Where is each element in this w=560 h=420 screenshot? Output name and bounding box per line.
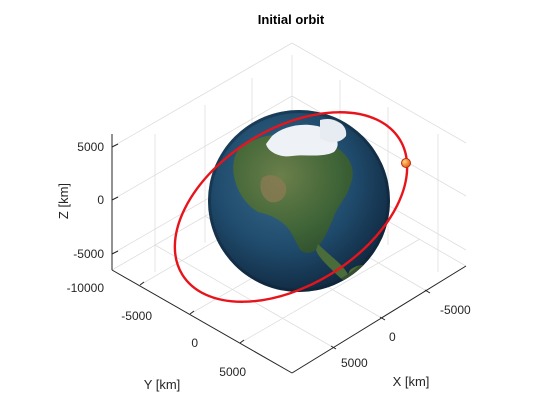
z-tick-label: 0: [97, 193, 104, 207]
x-axis-label: X [km]: [393, 374, 430, 389]
central-america-land: [316, 244, 350, 284]
orbit-path: [173, 111, 409, 303]
tick-marks: [111, 143, 431, 350]
x-tick-label: -5000: [440, 303, 471, 317]
z-axis-label: Z [km]: [56, 183, 71, 219]
z-tick-label: -5000: [73, 247, 104, 261]
earth-globe: [208, 110, 390, 292]
axes-box: [111, 134, 467, 374]
y-axis-label: Y [km]: [144, 377, 181, 392]
x-tick-label: 0: [389, 330, 396, 344]
y-tick-label: 0: [191, 336, 198, 350]
desert-region: [260, 175, 287, 203]
y-tick-label: -10000: [67, 281, 105, 295]
z-tick-label: 5000: [77, 140, 104, 154]
x-tick-label: 5000: [341, 356, 368, 370]
y-tick-label: -5000: [121, 309, 152, 323]
y-tick-label: 5000: [219, 365, 246, 379]
greenland-ice: [320, 118, 347, 143]
north-america-land: [233, 134, 353, 253]
arctic-ice: [266, 124, 338, 157]
satellite-marker: [401, 158, 411, 168]
chart-title: Initial orbit: [258, 12, 325, 27]
